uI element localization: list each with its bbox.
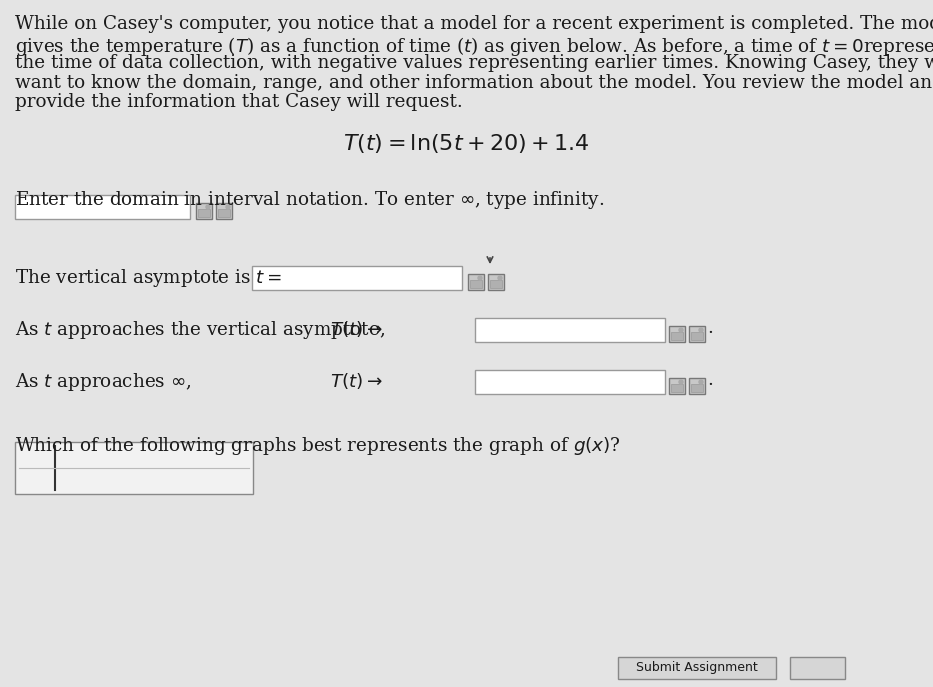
Text: $T(t) = \ln(5t + 20) + 1.4$: $T(t) = \ln(5t + 20) + 1.4$ xyxy=(342,132,590,155)
FancyBboxPatch shape xyxy=(691,332,703,340)
FancyBboxPatch shape xyxy=(216,203,232,219)
FancyBboxPatch shape xyxy=(15,442,253,494)
Circle shape xyxy=(206,205,210,209)
Circle shape xyxy=(498,276,502,280)
FancyBboxPatch shape xyxy=(488,274,504,290)
Text: gives the temperature ($T$) as a function of time ($t$) as given below. As befor: gives the temperature ($T$) as a functio… xyxy=(15,34,933,58)
FancyBboxPatch shape xyxy=(671,384,683,392)
Circle shape xyxy=(679,328,683,332)
Text: Which of the following graphs best represents the graph of $g(x)$?: Which of the following graphs best repre… xyxy=(15,435,620,457)
FancyBboxPatch shape xyxy=(198,209,210,217)
Text: $T(t) \rightarrow$: $T(t) \rightarrow$ xyxy=(330,319,383,339)
Text: want to know the domain, range, and other information about the model. You revie: want to know the domain, range, and othe… xyxy=(15,74,933,91)
FancyBboxPatch shape xyxy=(475,370,665,394)
FancyBboxPatch shape xyxy=(790,657,845,679)
FancyBboxPatch shape xyxy=(15,195,190,219)
FancyBboxPatch shape xyxy=(671,332,683,340)
Text: .: . xyxy=(707,319,713,337)
FancyBboxPatch shape xyxy=(689,378,705,394)
Text: As $t$ approaches $\infty$,: As $t$ approaches $\infty$, xyxy=(15,371,191,393)
Circle shape xyxy=(699,380,703,384)
Text: $T(t) \rightarrow$: $T(t) \rightarrow$ xyxy=(330,371,383,391)
FancyBboxPatch shape xyxy=(691,384,703,392)
FancyBboxPatch shape xyxy=(252,266,462,290)
Text: Enter the domain in interval notation. To enter $\infty$, type infinity.: Enter the domain in interval notation. T… xyxy=(15,189,605,211)
Text: While on Casey's computer, you notice that a model for a recent experiment is co: While on Casey's computer, you notice th… xyxy=(15,15,933,33)
FancyBboxPatch shape xyxy=(689,326,705,342)
Circle shape xyxy=(699,328,703,332)
FancyBboxPatch shape xyxy=(475,318,665,342)
Circle shape xyxy=(679,380,683,384)
FancyBboxPatch shape xyxy=(468,274,484,290)
FancyBboxPatch shape xyxy=(218,209,230,217)
Text: the time of data collection, with negative values representing earlier times. Kn: the time of data collection, with negati… xyxy=(15,54,933,72)
FancyBboxPatch shape xyxy=(196,203,212,219)
Text: provide the information that Casey will request.: provide the information that Casey will … xyxy=(15,93,463,111)
FancyBboxPatch shape xyxy=(470,280,482,288)
FancyBboxPatch shape xyxy=(669,326,685,342)
Text: Submit Assignment: Submit Assignment xyxy=(636,662,758,675)
Text: .: . xyxy=(707,371,713,389)
FancyBboxPatch shape xyxy=(618,657,776,679)
FancyBboxPatch shape xyxy=(490,280,502,288)
Text: The vertical asymptote is $t =$: The vertical asymptote is $t =$ xyxy=(15,267,282,289)
Circle shape xyxy=(478,276,482,280)
FancyBboxPatch shape xyxy=(669,378,685,394)
Circle shape xyxy=(226,205,230,209)
Text: As $t$ approaches the vertical asymptote,: As $t$ approaches the vertical asymptote… xyxy=(15,319,385,341)
